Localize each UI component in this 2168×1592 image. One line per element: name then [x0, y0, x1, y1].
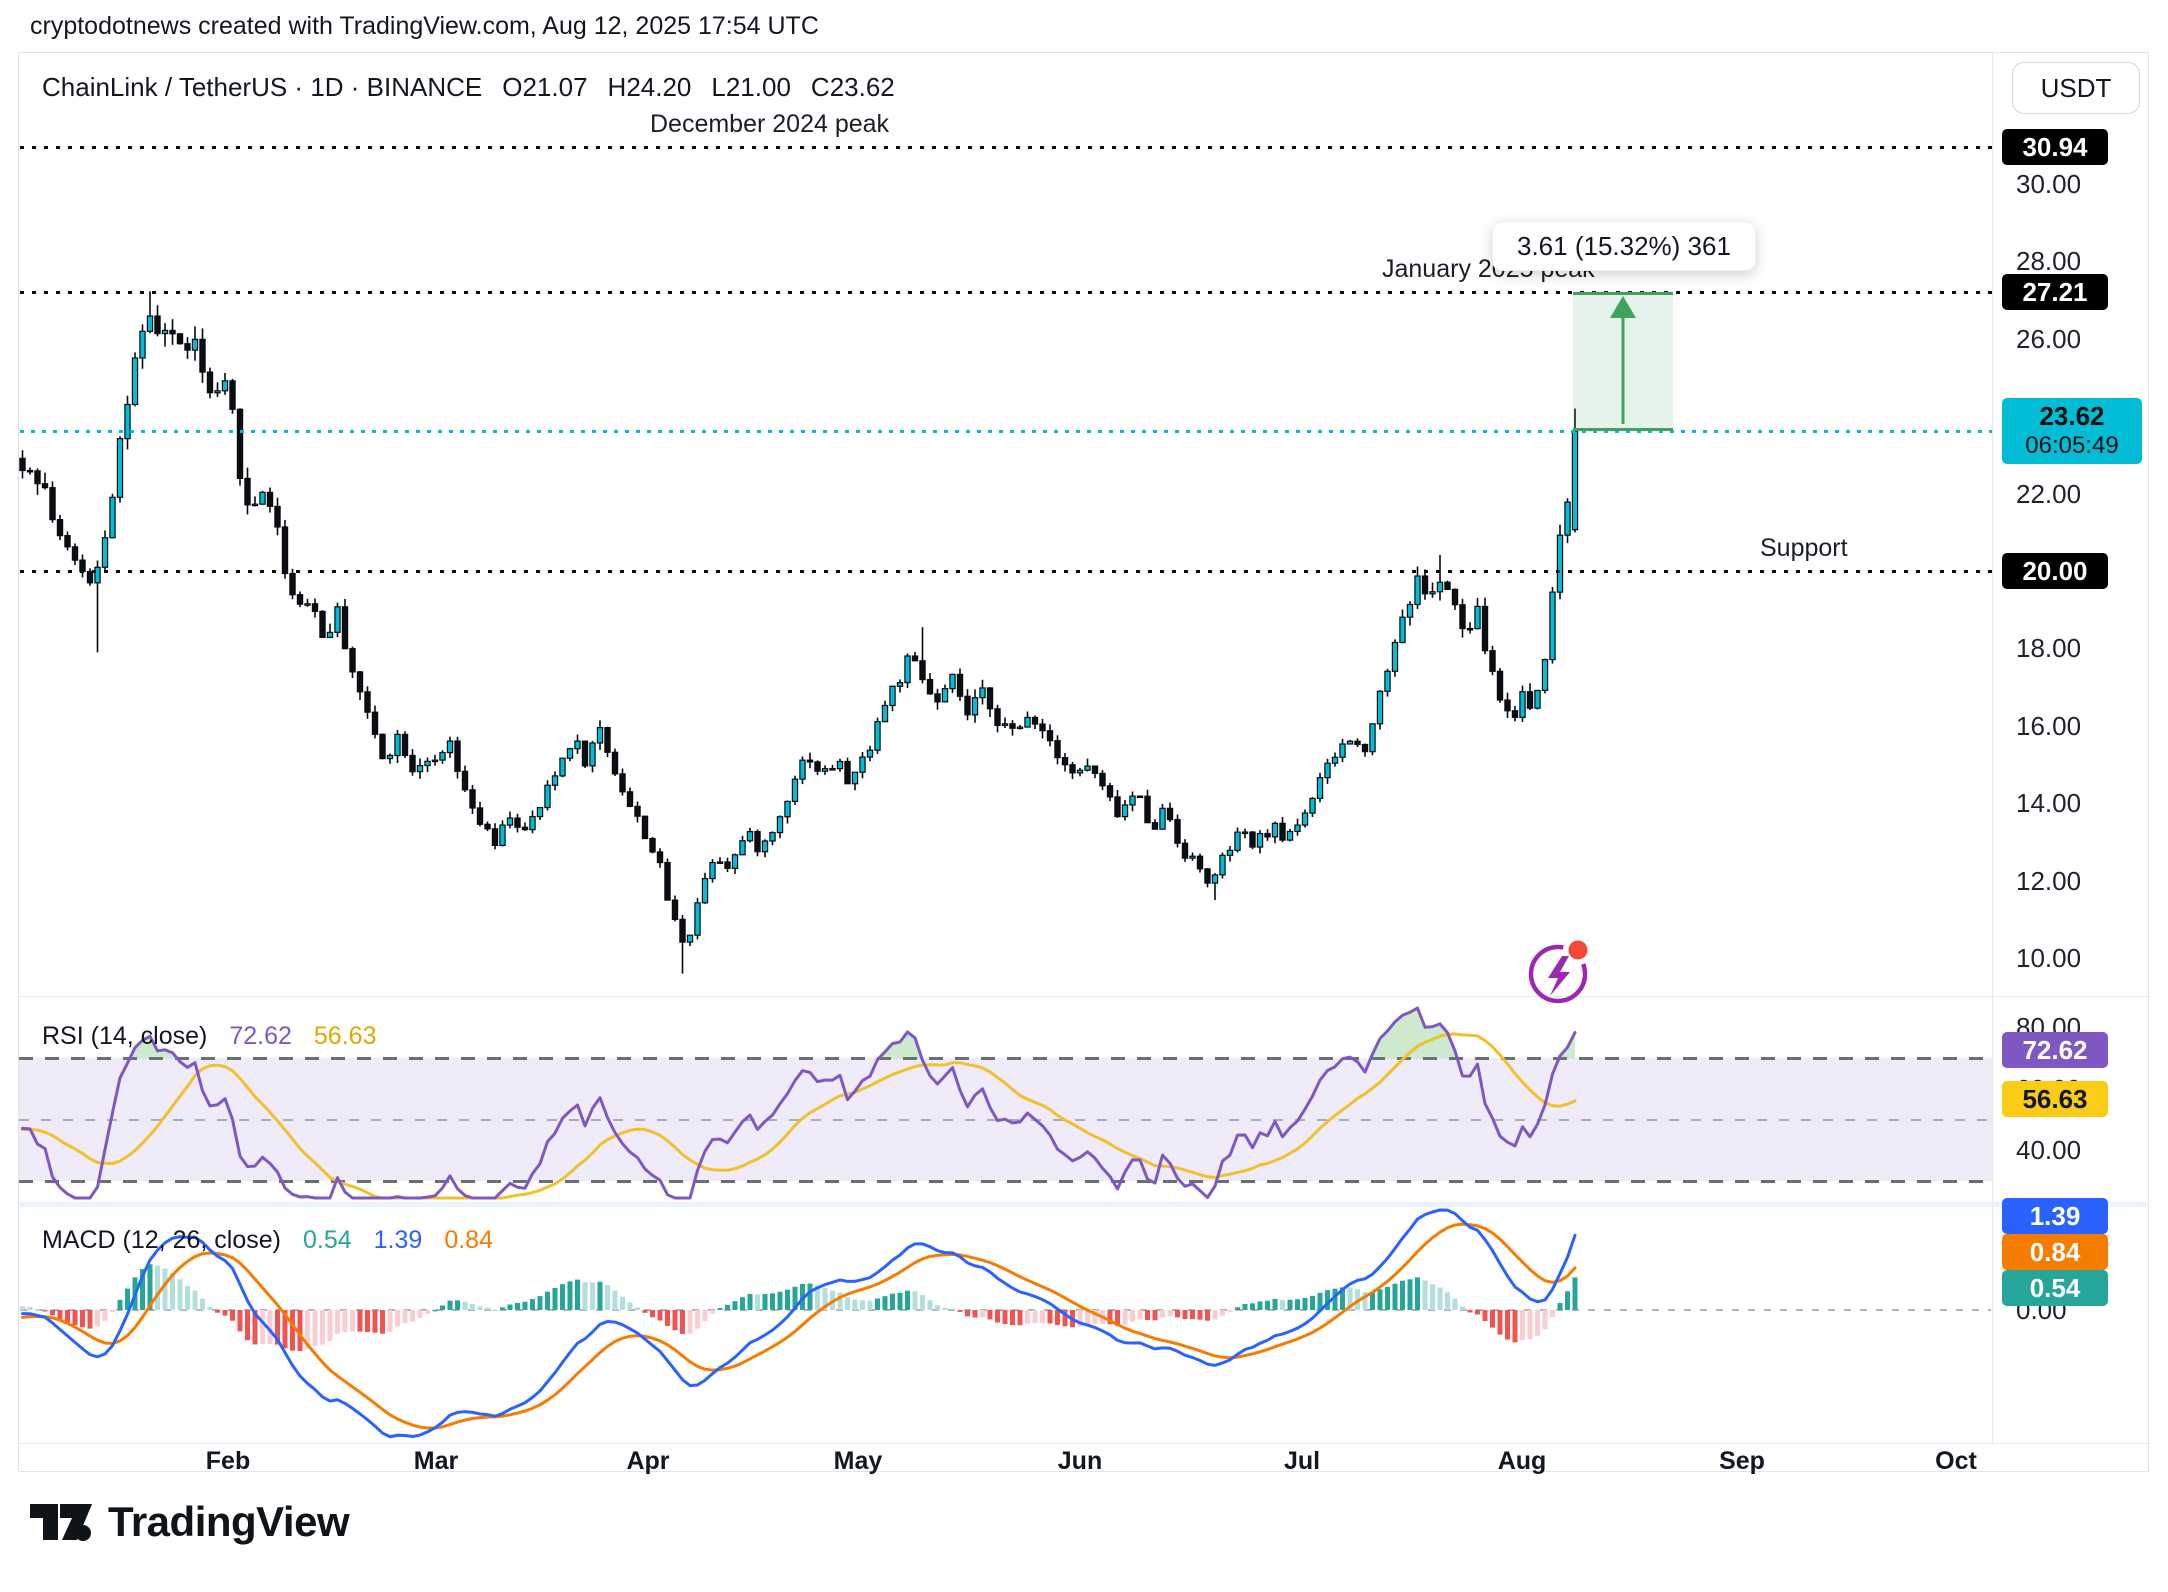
lightning-flash-icon[interactable]	[1524, 936, 1596, 1010]
bar-countdown: 06:05:49	[2025, 432, 2119, 459]
month-label-may: May	[833, 1447, 883, 1475]
ohlc-open: O21.07	[502, 72, 588, 102]
price-tick-18.00: 18.00	[2016, 633, 2082, 664]
macd-line-value: 1.39	[373, 1226, 423, 1254]
macd-signal-value: 0.84	[444, 1226, 493, 1254]
ohlc-high: H24.20	[607, 72, 692, 102]
price-tick-22.00: 22.00	[2016, 478, 2082, 509]
price-tick-28.00: 28.00	[2016, 246, 2082, 277]
month-label-oct: Oct	[1935, 1447, 1977, 1475]
rsi-ma-value: 56.63	[313, 1022, 377, 1050]
macd-header: MACD (12, 26, close) 0.54 1.39 0.84	[42, 1226, 493, 1255]
main-rsi-separator[interactable]	[19, 996, 2149, 997]
price-tick-14.00: 14.00	[2016, 788, 2082, 819]
rsi-header: RSI (14, close) 72.62 56.63	[42, 1022, 376, 1051]
rsi-lower-level-line	[19, 1180, 1992, 1183]
ohlc-low: L21.00	[711, 72, 791, 102]
support-price-badge: 20.00	[2002, 553, 2108, 589]
chart-pane-surface[interactable]	[19, 53, 1992, 996]
month-label-apr: Apr	[626, 1447, 670, 1475]
month-label-sep: Sep	[1719, 1447, 1765, 1475]
rsi-macd-separator[interactable]	[19, 1202, 2149, 1207]
macd-signal-badge: 0.84	[2002, 1234, 2108, 1270]
tradingview-logo-text: TradingView	[108, 1498, 350, 1545]
rsi-value: 72.62	[229, 1022, 292, 1050]
price-tick-12.00: 12.00	[2016, 865, 2082, 896]
price-tick-26.00: 26.00	[2016, 323, 2082, 354]
macd-title: MACD (12, 26, close)	[42, 1226, 281, 1254]
measure-bottom-edge	[1573, 428, 1673, 431]
macd-line-badge: 1.39	[2002, 1198, 2108, 1234]
month-label-aug: Aug	[1497, 1447, 1547, 1475]
price-tick-30.00: 30.00	[2016, 169, 2082, 200]
december-peak-line[interactable]	[20, 146, 1992, 149]
last-price-value: 23.62	[2039, 401, 2105, 431]
rsi-title: RSI (14, close)	[42, 1022, 208, 1050]
january-peak-price-badge: 27.21	[2002, 274, 2108, 310]
price-tick-16.00: 16.00	[2016, 710, 2082, 741]
price-axis-separator	[1992, 52, 1993, 1443]
support-line[interactable]	[20, 570, 1992, 573]
month-label-mar: Mar	[413, 1447, 459, 1475]
attribution-text: cryptodotnews created with TradingView.c…	[30, 12, 819, 40]
current-price-line	[20, 430, 1992, 433]
tradingview-logo[interactable]: TradingView	[28, 1494, 350, 1550]
rsi-upper-level-line	[19, 1057, 1992, 1060]
month-label-jun: Jun	[1057, 1447, 1103, 1475]
december-peak-price-badge: 30.94	[2002, 129, 2108, 165]
measure-arrow-icon	[1610, 296, 1636, 424]
ohlc-close: C23.62	[810, 72, 895, 102]
measure-top-edge	[1573, 292, 1673, 295]
month-label-jul: Jul	[1283, 1447, 1321, 1475]
month-label-feb: Feb	[205, 1447, 251, 1475]
time-axis-separator	[19, 1443, 2149, 1444]
symbol-title: ChainLink / TetherUS · 1D · BINANCE	[42, 72, 483, 102]
rsi-tick-40.00: 40.00	[2016, 1135, 2082, 1166]
january-peak-line[interactable]	[20, 291, 1992, 294]
price-tick-10.00: 10.00	[2016, 943, 2082, 974]
rsi-middle-level-line	[19, 1119, 1992, 1121]
measure-tooltip: 3.61 (15.32%) 361	[1492, 221, 1756, 271]
macd-hist-badge: 0.54	[2002, 1270, 2108, 1306]
macd-hist-value: 0.54	[302, 1226, 352, 1254]
last-price-badge: 23.62 06:05:49	[2002, 398, 2142, 464]
tradingview-logo-icon	[30, 1504, 92, 1541]
support-label: Support	[1760, 534, 1848, 562]
rsi-badge: 72.62	[2002, 1032, 2108, 1068]
rsi-ma-badge: 56.63	[2002, 1081, 2108, 1117]
currency-usdt-button[interactable]: USDT	[2012, 62, 2140, 114]
december-peak-label: December 2024 peak	[650, 110, 890, 138]
symbol-header: ChainLink / TetherUS · 1D · BINANCE O21.…	[42, 72, 895, 103]
measure-tool-box[interactable]	[1573, 292, 1673, 431]
